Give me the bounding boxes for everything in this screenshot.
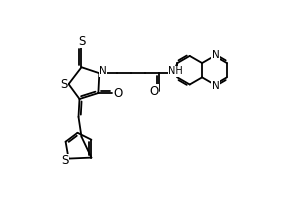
Text: S: S (60, 78, 67, 91)
Text: O: O (149, 85, 159, 98)
Text: S: S (61, 154, 68, 167)
Text: N: N (212, 50, 219, 60)
Text: S: S (78, 35, 85, 48)
Text: NH: NH (168, 66, 183, 76)
Text: N: N (99, 66, 107, 76)
Text: N: N (212, 81, 219, 91)
Text: O: O (114, 87, 123, 100)
